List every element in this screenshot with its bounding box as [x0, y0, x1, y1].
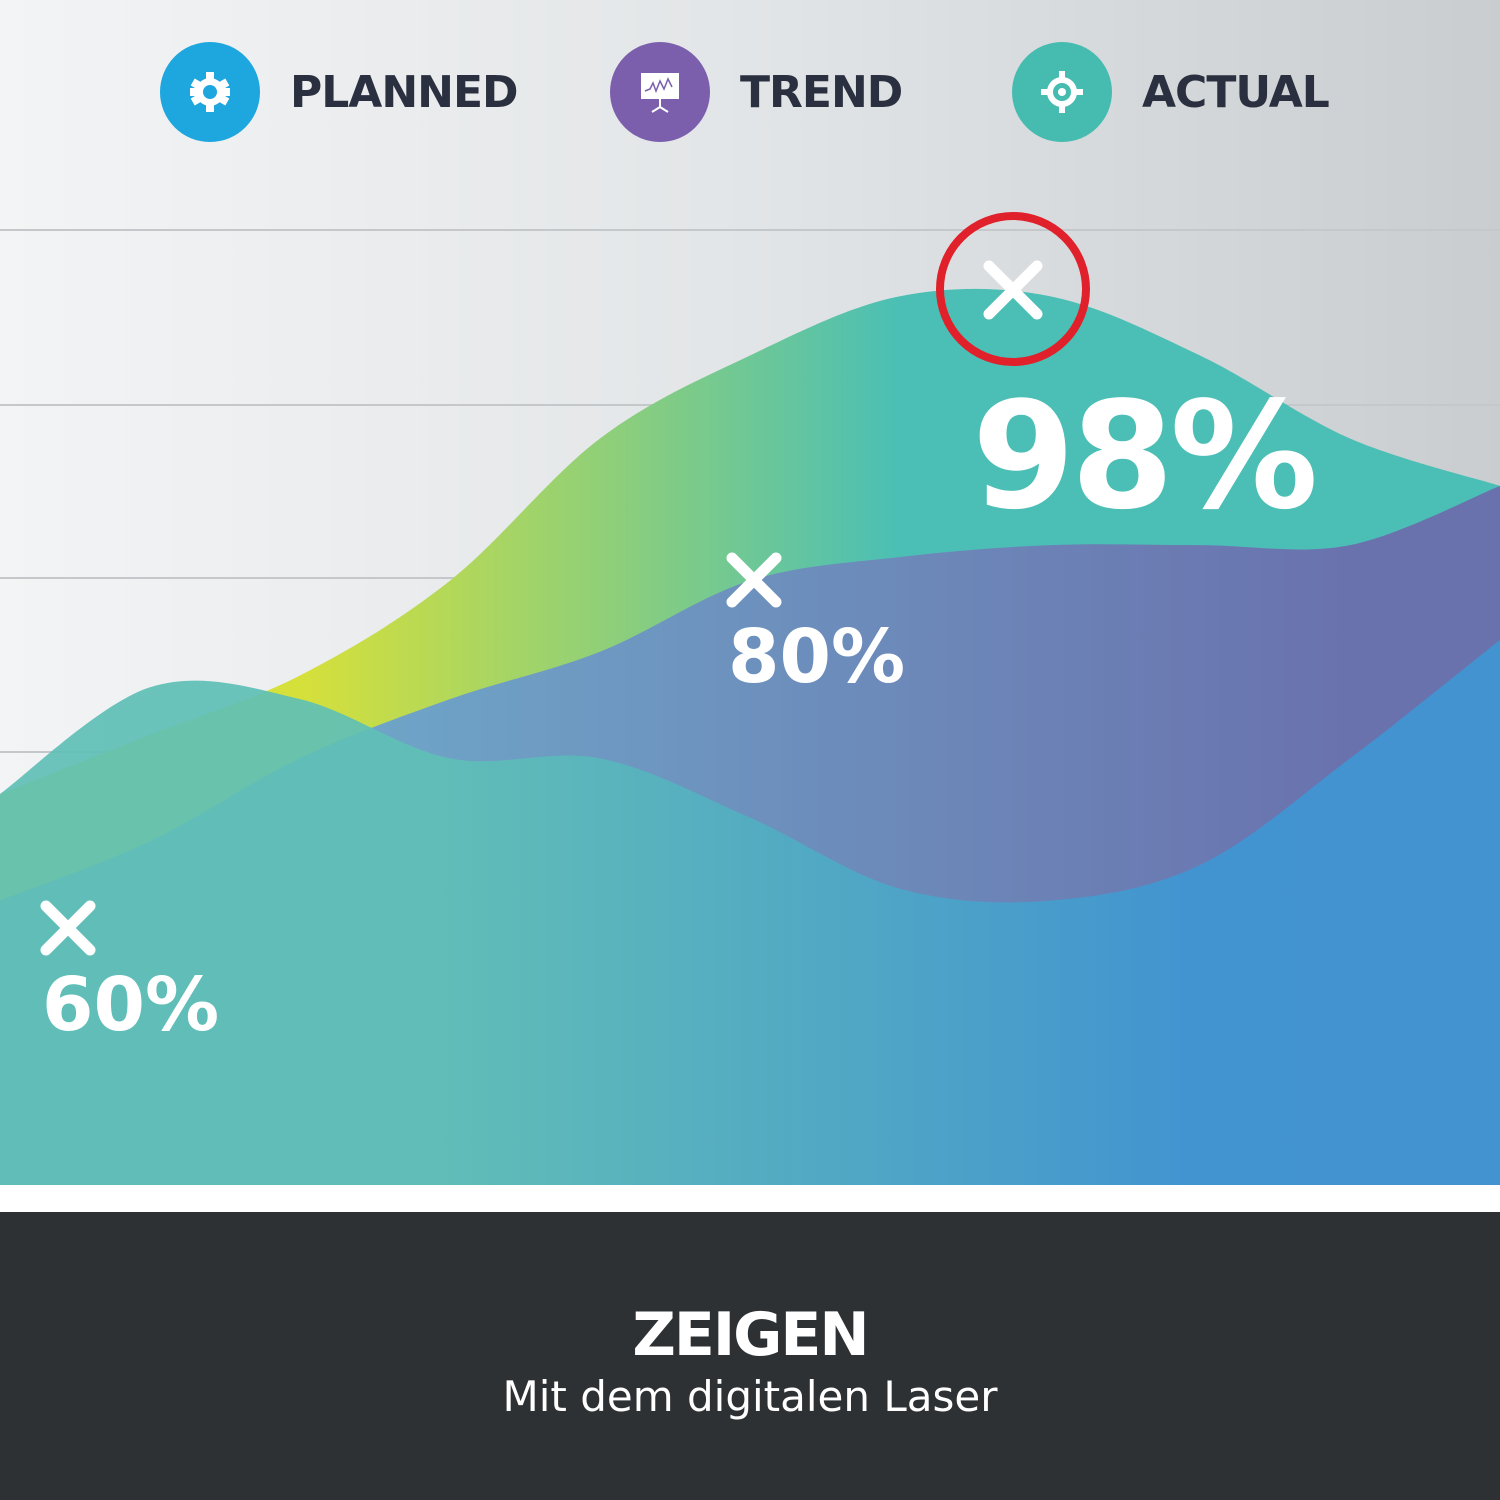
- presentation-chart-icon: [610, 42, 710, 142]
- target-icon: [1012, 42, 1112, 142]
- x-marker: [726, 552, 782, 608]
- legend-planned: PLANNED: [160, 42, 519, 142]
- x-marker: [40, 900, 96, 956]
- banner-subtitle: Mit dem digitalen Laser: [502, 1372, 998, 1421]
- legend-trend: TREND: [610, 42, 903, 142]
- banner-title: ZEIGEN: [632, 1300, 869, 1370]
- laser-highlight-circle: [936, 212, 1090, 366]
- legend-label: ACTUAL: [1142, 66, 1330, 118]
- area-series-2: [0, 639, 1500, 1185]
- divider: [0, 1185, 1500, 1212]
- caption-banner: ZEIGEN Mit dem digitalen Laser: [0, 1212, 1500, 1500]
- annotation-60: 60%: [42, 962, 220, 1048]
- legend-label: PLANNED: [290, 66, 519, 118]
- gear-icon: [160, 42, 260, 142]
- annotation-98: 98%: [972, 370, 1318, 542]
- chart-area: PLANNED TREND ACTUAL 60% 80% 98%: [0, 0, 1500, 1185]
- annotation-80: 80%: [728, 614, 906, 700]
- legend-label: TREND: [740, 66, 903, 118]
- area-chart: [0, 229, 1500, 1185]
- legend-actual: ACTUAL: [1012, 42, 1330, 142]
